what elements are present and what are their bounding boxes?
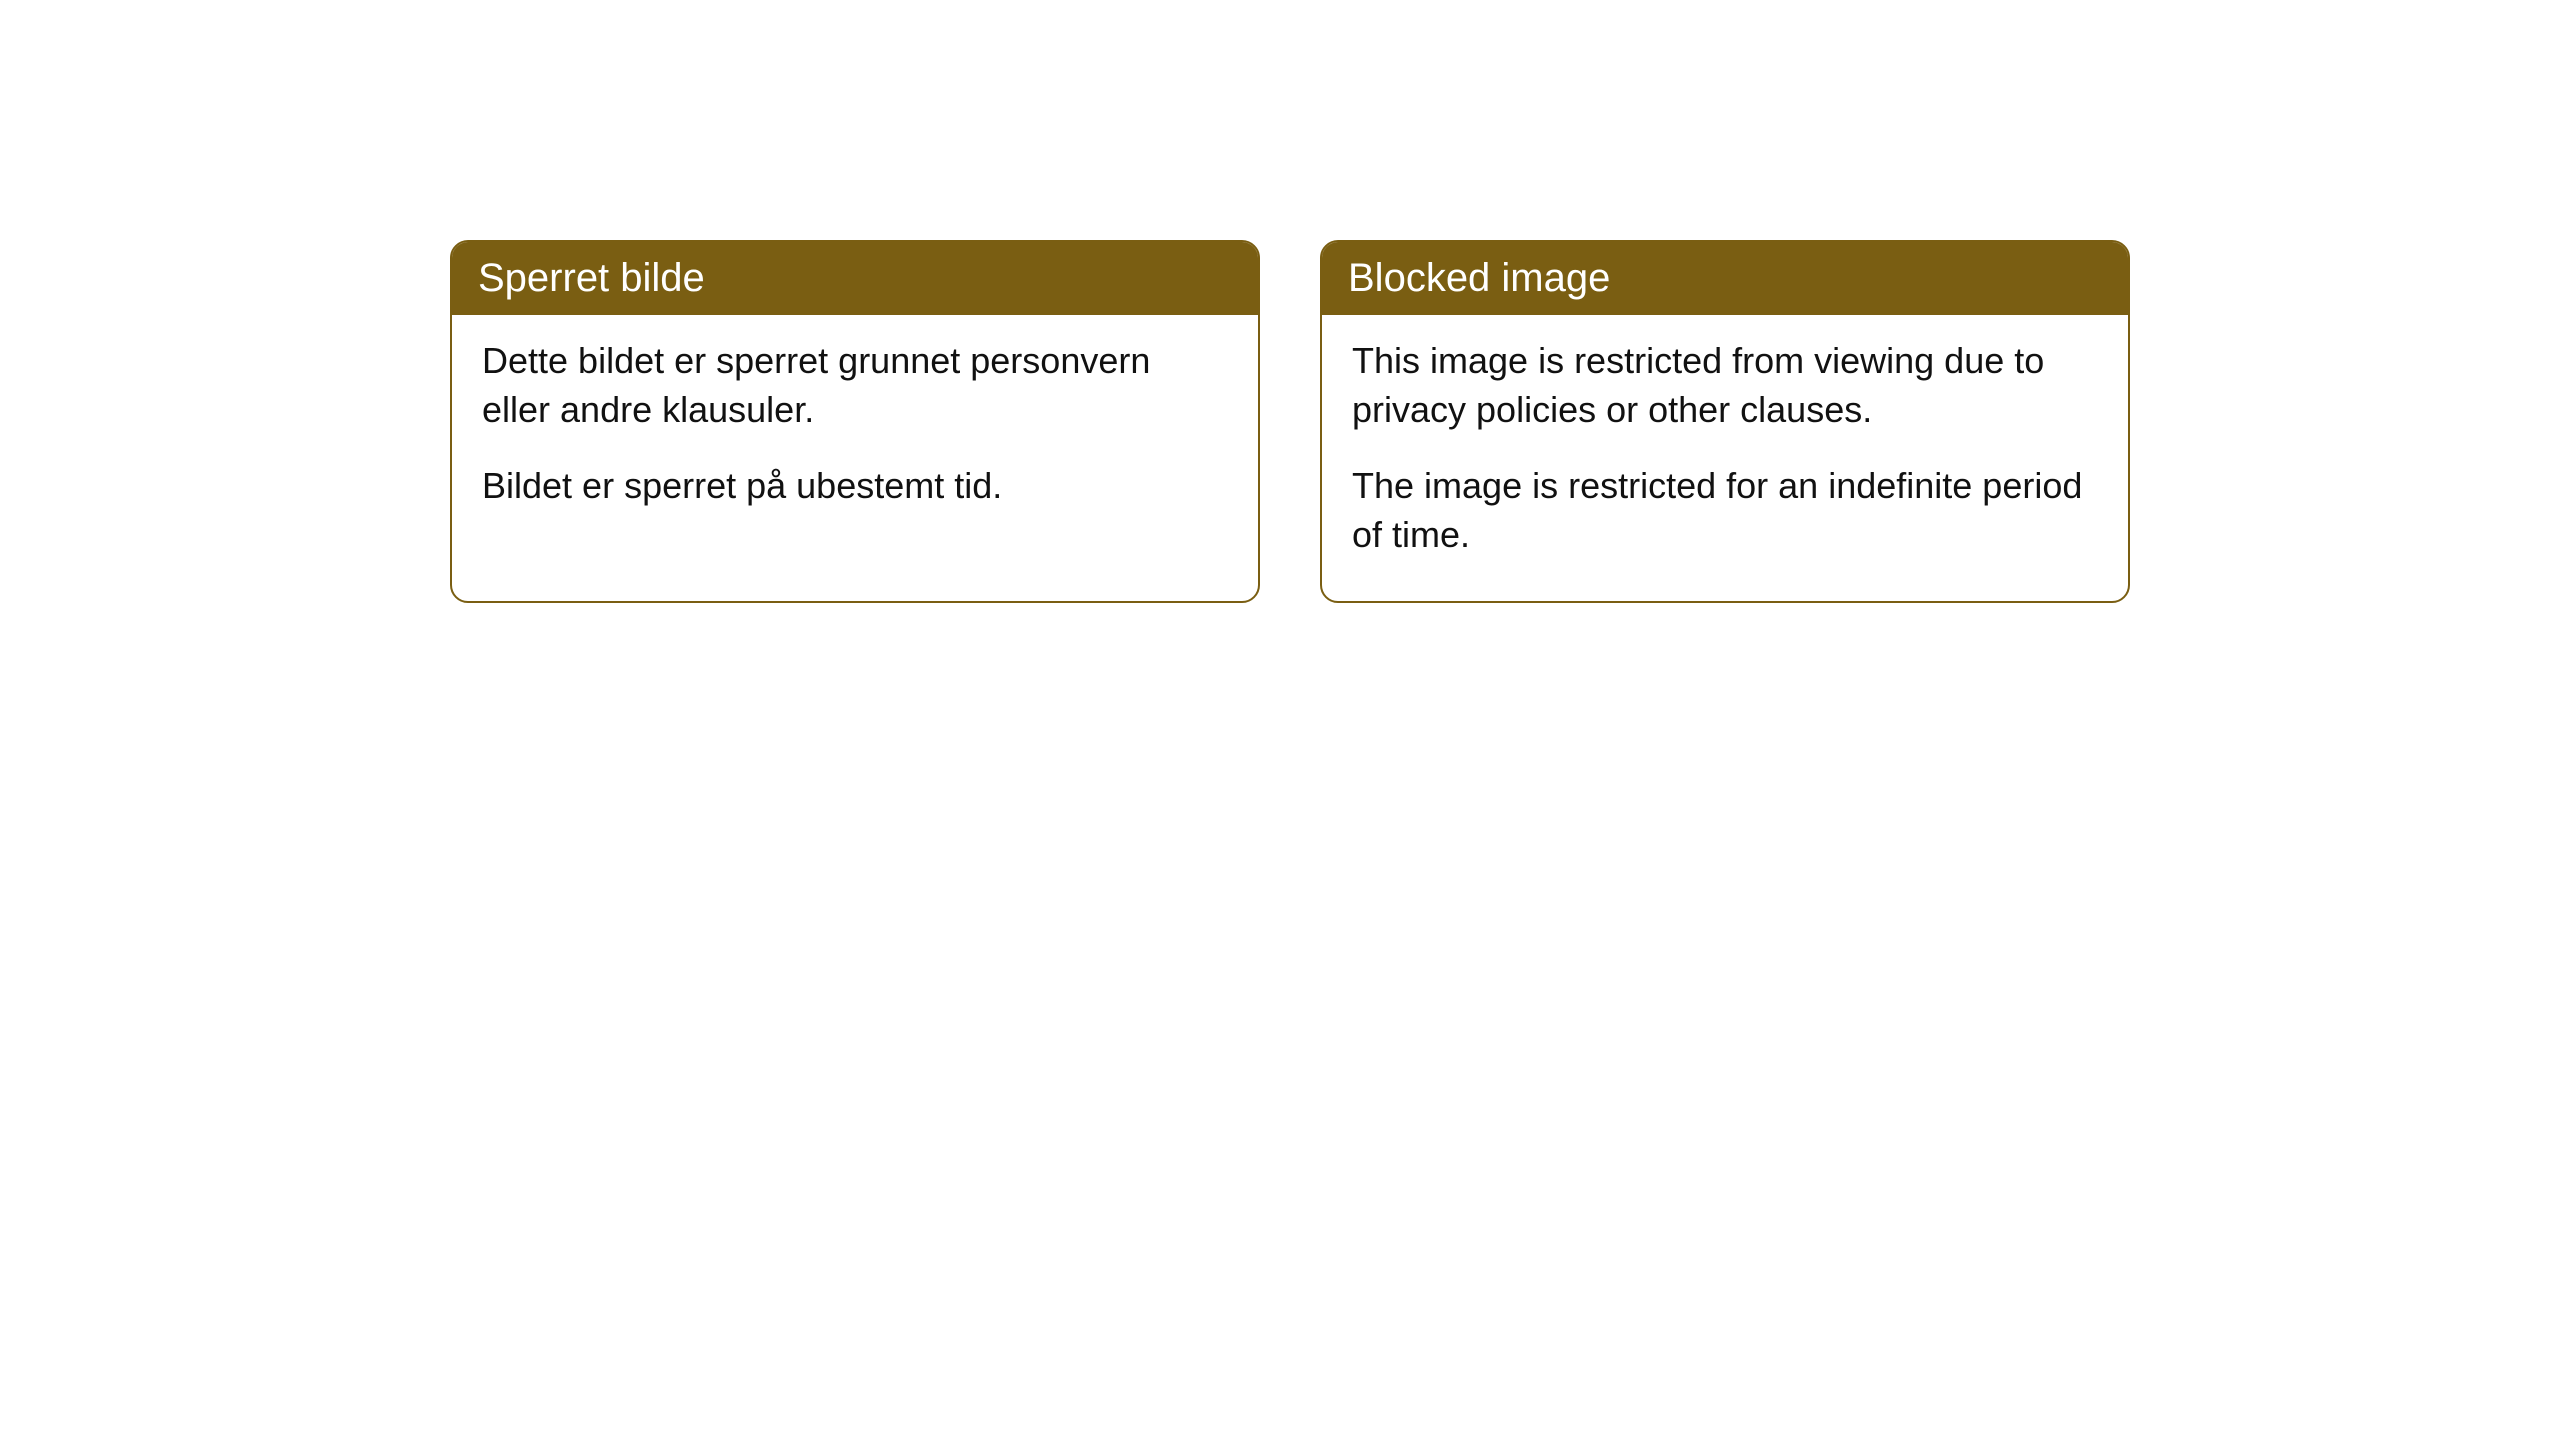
card-english: Blocked image This image is restricted f… <box>1320 240 2130 603</box>
card-title: Sperret bilde <box>478 256 705 300</box>
card-paragraph: Dette bildet er sperret grunnet personve… <box>482 337 1228 434</box>
cards-container: Sperret bilde Dette bildet er sperret gr… <box>450 240 2560 603</box>
card-paragraph: Bildet er sperret på ubestemt tid. <box>482 462 1228 511</box>
card-paragraph: This image is restricted from viewing du… <box>1352 337 2098 434</box>
card-body-english: This image is restricted from viewing du… <box>1322 315 2128 601</box>
card-paragraph: The image is restricted for an indefinit… <box>1352 462 2098 559</box>
card-body-norwegian: Dette bildet er sperret grunnet personve… <box>452 315 1258 553</box>
card-norwegian: Sperret bilde Dette bildet er sperret gr… <box>450 240 1260 603</box>
card-title: Blocked image <box>1348 256 1610 300</box>
card-header-norwegian: Sperret bilde <box>452 242 1258 315</box>
card-header-english: Blocked image <box>1322 242 2128 315</box>
